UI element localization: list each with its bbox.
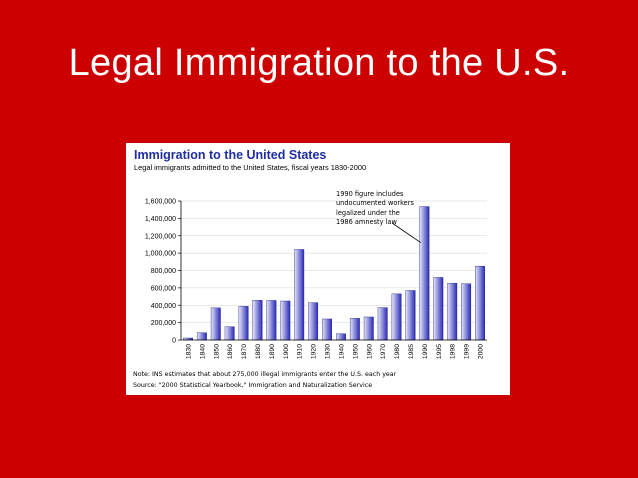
y-tick-label: 400,000 <box>151 303 176 310</box>
x-tick-label: 1960 <box>366 344 373 359</box>
chart-title: Immigration to the United States <box>134 148 327 162</box>
x-tick-label: 1999 <box>464 344 471 359</box>
bar <box>391 293 402 341</box>
bar <box>224 326 235 341</box>
x-tick-label: 1980 <box>394 344 401 359</box>
bar <box>196 332 207 341</box>
y-tick-label: 200,000 <box>151 320 176 327</box>
chart-source: Source: "2000 Statistical Yearbook," Imm… <box>133 382 373 389</box>
chart-subtitle: Legal immigrants admitted to the United … <box>134 163 367 172</box>
y-axis-ticks: 1,600,000 1,400,000 1,200,000 1,000,000 800,… <box>145 199 181 345</box>
bar <box>475 265 485 341</box>
bar <box>349 318 360 341</box>
y-tick-label: 1,400,000 <box>145 216 176 223</box>
x-tick-label: 1910 <box>297 344 304 359</box>
x-axis-ticks: 1830 1840 1850 1860 1870 1880 1890 1900 1910 1920… <box>185 344 484 359</box>
annotation-pointer <box>391 222 421 243</box>
x-tick-label: 1920 <box>311 344 318 359</box>
annotation-line-text: 1990 figure includes <box>336 190 404 198</box>
slide-title: Legal Immigration to the U.S. <box>68 42 570 84</box>
x-tick-label: 1830 <box>185 344 192 359</box>
bar <box>280 300 291 341</box>
x-tick-label: 1860 <box>227 344 234 359</box>
bar <box>336 333 346 341</box>
x-tick-label: 1970 <box>380 344 387 359</box>
annotation-1990: 1990 figure includes undocumented worker… <box>336 190 422 227</box>
x-tick-label: 1840 <box>199 344 206 359</box>
bar <box>447 282 458 341</box>
chart-note: Note: INS estimates that about 275,000 i… <box>133 371 397 378</box>
bar <box>377 307 388 341</box>
x-tick-label: 1998 <box>450 344 457 359</box>
bar <box>252 300 263 341</box>
y-tick-label: 800,000 <box>151 268 176 275</box>
x-tick-label: 2000 <box>478 344 485 359</box>
y-tick-label: 1,600,000 <box>145 199 176 206</box>
x-tick-label: 1930 <box>325 344 332 359</box>
x-tick-label: 1985 <box>408 344 415 359</box>
annotation-line-text: undocumented workers <box>336 199 414 208</box>
x-tick-label: 1870 <box>241 344 248 359</box>
bar-chart: 1,600,000 1,400,000 1,200,000 1,000,000 800,… <box>145 199 487 359</box>
bar <box>363 316 374 341</box>
annotation-line-text: 1986 amnesty law <box>336 217 397 226</box>
bar <box>322 318 332 341</box>
x-tick-label: 1900 <box>283 344 290 359</box>
x-tick-label: 1850 <box>213 344 220 359</box>
bar <box>308 302 319 341</box>
x-tick-label: 1890 <box>269 344 276 359</box>
y-tick-label: 1,200,000 <box>145 233 176 240</box>
y-tick-label: 600,000 <box>151 285 176 292</box>
y-tick-label: 0 <box>172 338 176 345</box>
x-tick-label: 1950 <box>352 344 359 359</box>
bar <box>433 277 444 341</box>
bar <box>266 300 277 341</box>
x-tick-label: 1990 <box>422 344 429 359</box>
bar <box>461 283 472 341</box>
bars <box>183 206 485 341</box>
bar <box>210 307 221 341</box>
y-tick-label: 1,000,000 <box>145 251 176 258</box>
x-tick-label: 1995 <box>436 344 443 359</box>
chart-panel: Immigration to the United States Legal i… <box>126 143 510 395</box>
bar <box>405 290 416 341</box>
x-tick-label: 1940 <box>338 344 345 359</box>
x-tick-label: 1880 <box>255 344 262 359</box>
bar <box>294 249 305 341</box>
bar <box>238 306 249 341</box>
annotation-line-text: legalized under the <box>336 208 400 217</box>
